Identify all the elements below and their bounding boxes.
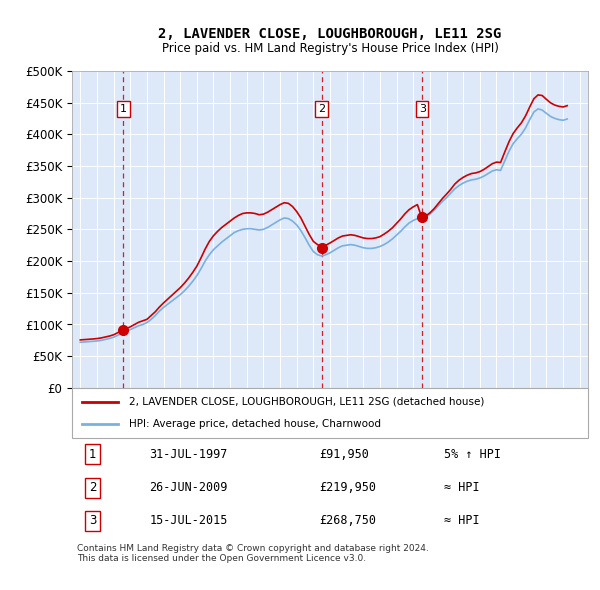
- Text: HPI: Average price, detached house, Charnwood: HPI: Average price, detached house, Char…: [129, 419, 381, 429]
- Text: 2: 2: [318, 104, 325, 114]
- Text: Contains HM Land Registry data © Crown copyright and database right 2024.
This d: Contains HM Land Registry data © Crown c…: [77, 543, 429, 563]
- Text: Price paid vs. HM Land Registry's House Price Index (HPI): Price paid vs. HM Land Registry's House …: [161, 42, 499, 55]
- Text: 2: 2: [89, 481, 97, 494]
- Text: 1: 1: [89, 448, 97, 461]
- Text: £219,950: £219,950: [320, 481, 377, 494]
- Text: ≈ HPI: ≈ HPI: [443, 481, 479, 494]
- Text: 5% ↑ HPI: 5% ↑ HPI: [443, 448, 500, 461]
- Text: 3: 3: [89, 514, 97, 527]
- FancyBboxPatch shape: [72, 388, 588, 438]
- Text: £91,950: £91,950: [320, 448, 370, 461]
- Text: ≈ HPI: ≈ HPI: [443, 514, 479, 527]
- Text: 26-JUN-2009: 26-JUN-2009: [149, 481, 228, 494]
- Text: 15-JUL-2015: 15-JUL-2015: [149, 514, 228, 527]
- Text: 2, LAVENDER CLOSE, LOUGHBOROUGH, LE11 2SG: 2, LAVENDER CLOSE, LOUGHBOROUGH, LE11 2S…: [158, 27, 502, 41]
- Text: 1: 1: [120, 104, 127, 114]
- Text: 3: 3: [419, 104, 426, 114]
- Text: 31-JUL-1997: 31-JUL-1997: [149, 448, 228, 461]
- Text: £268,750: £268,750: [320, 514, 377, 527]
- Text: 2, LAVENDER CLOSE, LOUGHBOROUGH, LE11 2SG (detached house): 2, LAVENDER CLOSE, LOUGHBOROUGH, LE11 2S…: [129, 397, 484, 407]
